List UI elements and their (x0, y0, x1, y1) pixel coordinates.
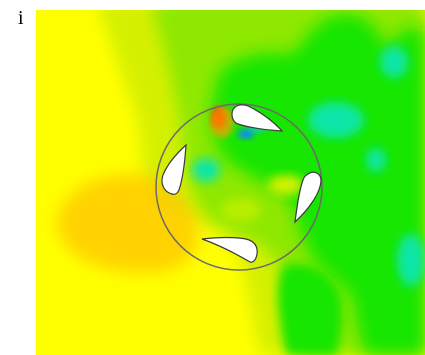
orange-halo (210, 106, 234, 138)
lower-green-lobe (278, 264, 343, 355)
cyan-patch-mid-right (366, 148, 386, 172)
cyan-patch-upper (308, 102, 364, 138)
cyan-patch-lower-right (397, 234, 425, 286)
panel-label: i (18, 7, 24, 29)
blue-spot (238, 129, 254, 139)
blade-right (294, 171, 322, 224)
blade-left (161, 143, 187, 195)
rotor-ring (155, 103, 323, 271)
cyan-patch-top-right (380, 46, 408, 78)
light-patch-inner (268, 175, 304, 195)
cyan-patch-center (192, 158, 220, 182)
light-patch-inner-2 (221, 198, 261, 222)
blade-top (231, 104, 284, 132)
orange-region (56, 174, 199, 273)
blade-bottom (201, 236, 258, 263)
flow-field-contour-plot (36, 10, 425, 355)
